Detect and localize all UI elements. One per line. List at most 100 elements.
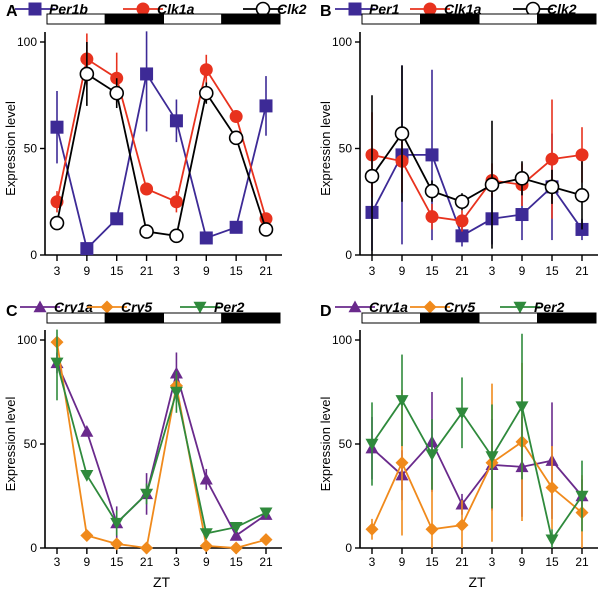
x-tick-label: 3 bbox=[54, 264, 61, 278]
x-tick-label: 15 bbox=[229, 555, 243, 569]
dark-phase-bar bbox=[222, 14, 280, 24]
y-tick-label: 100 bbox=[332, 333, 352, 347]
x-tick-label: 21 bbox=[140, 555, 154, 569]
legend-marker bbox=[101, 301, 114, 314]
y-tick-label: 0 bbox=[345, 248, 352, 262]
panel-letter: D bbox=[320, 303, 332, 320]
data-point bbox=[456, 519, 469, 532]
data-point bbox=[486, 178, 499, 191]
panel-letter: A bbox=[6, 3, 18, 20]
data-point bbox=[396, 127, 409, 140]
data-point bbox=[426, 449, 439, 461]
panel-b: B Per1 Clk1a Clk2050100Expression level3 9 15… bbox=[318, 1, 598, 278]
x-tick-label: 15 bbox=[425, 264, 439, 278]
legend-label: Clk2 bbox=[277, 1, 307, 17]
data-point bbox=[426, 185, 439, 198]
dark-phase-bar bbox=[222, 313, 280, 323]
x-tick-label: 15 bbox=[110, 264, 124, 278]
y-tick-label: 100 bbox=[332, 35, 352, 49]
series-cry5 bbox=[366, 363, 589, 548]
series-line bbox=[372, 400, 582, 539]
y-tick-label: 50 bbox=[339, 437, 353, 451]
y-axis-label: Expression level bbox=[318, 397, 333, 492]
data-point bbox=[516, 208, 529, 221]
x-tick-label: 3 bbox=[369, 264, 376, 278]
x-tick-label: 3 bbox=[173, 264, 180, 278]
y-tick-label: 0 bbox=[30, 541, 37, 555]
data-point bbox=[200, 87, 213, 100]
data-point bbox=[366, 170, 379, 183]
x-axis-label: ZT bbox=[468, 574, 486, 590]
x-tick-label: 21 bbox=[259, 555, 273, 569]
x-tick-label: 15 bbox=[425, 555, 439, 569]
panel-letter: C bbox=[6, 303, 18, 320]
data-point bbox=[140, 67, 153, 80]
data-point bbox=[110, 87, 123, 100]
data-point bbox=[200, 528, 213, 540]
data-point bbox=[170, 195, 183, 208]
data-point bbox=[200, 231, 213, 244]
x-tick-label: 3 bbox=[489, 264, 496, 278]
series-cry1a bbox=[366, 392, 589, 519]
data-point bbox=[80, 67, 93, 80]
light-phase-bar bbox=[164, 313, 222, 323]
data-point bbox=[366, 439, 379, 451]
data-point bbox=[426, 210, 439, 223]
panel-c: C Cry1a Cry5 Per2050100Expression level3 9 15… bbox=[3, 299, 282, 590]
x-tick-label: 3 bbox=[369, 555, 376, 569]
series-per2 bbox=[366, 334, 589, 548]
dark-phase-bar bbox=[105, 313, 163, 323]
y-axis-label: Expression level bbox=[3, 397, 18, 492]
data-point bbox=[110, 212, 123, 225]
data-point bbox=[456, 195, 469, 208]
data-point bbox=[80, 242, 93, 255]
data-point bbox=[140, 182, 153, 195]
light-phase-bar bbox=[47, 313, 105, 323]
data-point bbox=[230, 542, 243, 555]
data-point bbox=[546, 153, 559, 166]
legend-marker bbox=[349, 3, 362, 16]
light-phase-bar bbox=[47, 14, 105, 24]
y-tick-label: 0 bbox=[345, 541, 352, 555]
panel-a: A Per1b Clk1a Clk2 0 50 100 Expression level 3 9 1… bbox=[3, 1, 307, 278]
light-phase-bar bbox=[479, 313, 538, 323]
legend-marker bbox=[424, 301, 437, 314]
data-point bbox=[396, 456, 409, 469]
data-point bbox=[140, 542, 153, 555]
x-axis-label: ZT bbox=[153, 574, 171, 590]
x-tick-label: 3 bbox=[489, 555, 496, 569]
x-tick-label: 9 bbox=[399, 555, 406, 569]
data-point bbox=[366, 523, 379, 536]
data-point bbox=[200, 539, 213, 552]
data-point bbox=[51, 217, 64, 230]
data-point bbox=[170, 114, 183, 127]
chart-figure: A Per1b Clk1a Clk2050100Expression level3 9 1… bbox=[0, 0, 600, 594]
x-tick-label: 21 bbox=[575, 555, 589, 569]
y-axis-label: Expression level bbox=[318, 101, 333, 196]
x-tick-label: 9 bbox=[84, 264, 91, 278]
series-line bbox=[57, 363, 266, 534]
data-point bbox=[140, 225, 153, 238]
data-point bbox=[426, 148, 439, 161]
data-point bbox=[456, 408, 469, 420]
y-tick-label: 50 bbox=[339, 142, 353, 156]
x-tick-label: 15 bbox=[110, 555, 124, 569]
dark-phase-bar bbox=[105, 14, 163, 24]
x-tick-label: 9 bbox=[203, 555, 210, 569]
data-point bbox=[516, 401, 529, 413]
x-tick-label: 15 bbox=[545, 264, 559, 278]
series-clk1a bbox=[366, 100, 589, 232]
y-tick-label: 50 bbox=[24, 437, 38, 451]
dark-phase-bar bbox=[538, 313, 597, 323]
data-point bbox=[576, 148, 589, 161]
series-clk1a bbox=[51, 33, 273, 225]
data-point bbox=[516, 172, 529, 185]
x-tick-label: 21 bbox=[575, 264, 589, 278]
dark-phase-bar bbox=[538, 14, 597, 24]
x-tick-label: 3 bbox=[173, 555, 180, 569]
y-tick-label: 100 bbox=[17, 35, 37, 49]
y-axis-label: Expression level bbox=[3, 101, 18, 196]
data-point bbox=[80, 425, 93, 437]
data-point bbox=[80, 529, 93, 542]
data-point bbox=[260, 99, 273, 112]
